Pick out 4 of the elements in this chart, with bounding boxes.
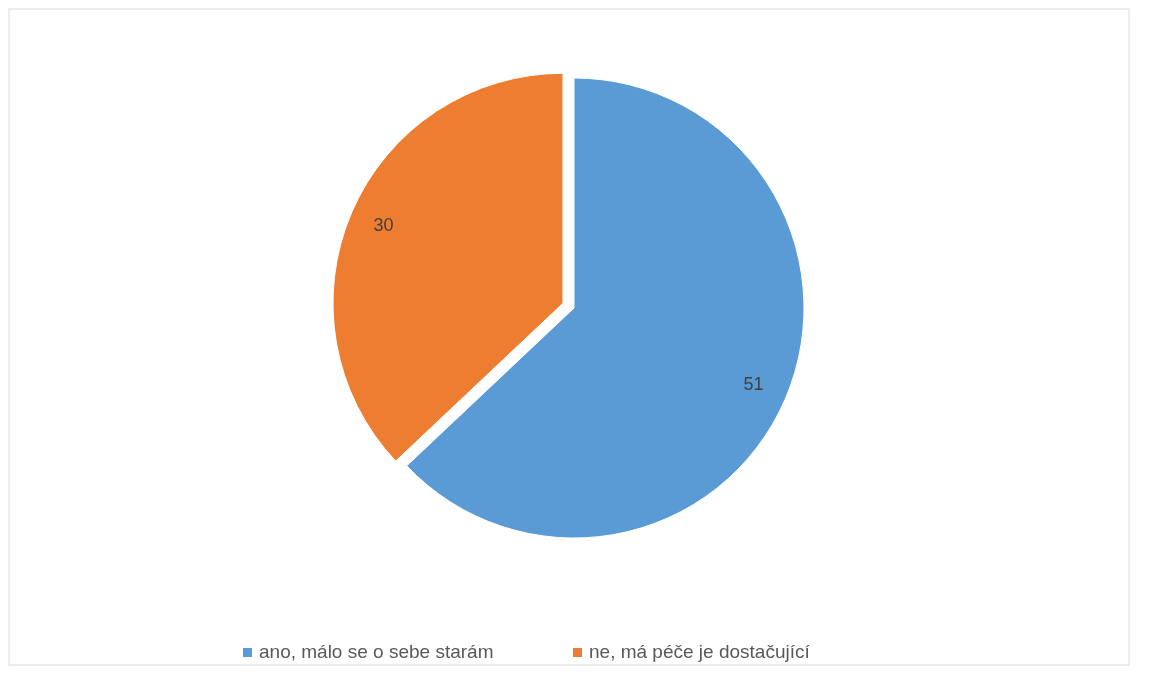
data-label: 30 — [373, 214, 394, 235]
data-label: 51 — [743, 374, 764, 395]
legend-label: ne, má péče je dostačující — [589, 641, 811, 663]
legend-label: ano, málo se o sebe starám — [259, 641, 494, 663]
